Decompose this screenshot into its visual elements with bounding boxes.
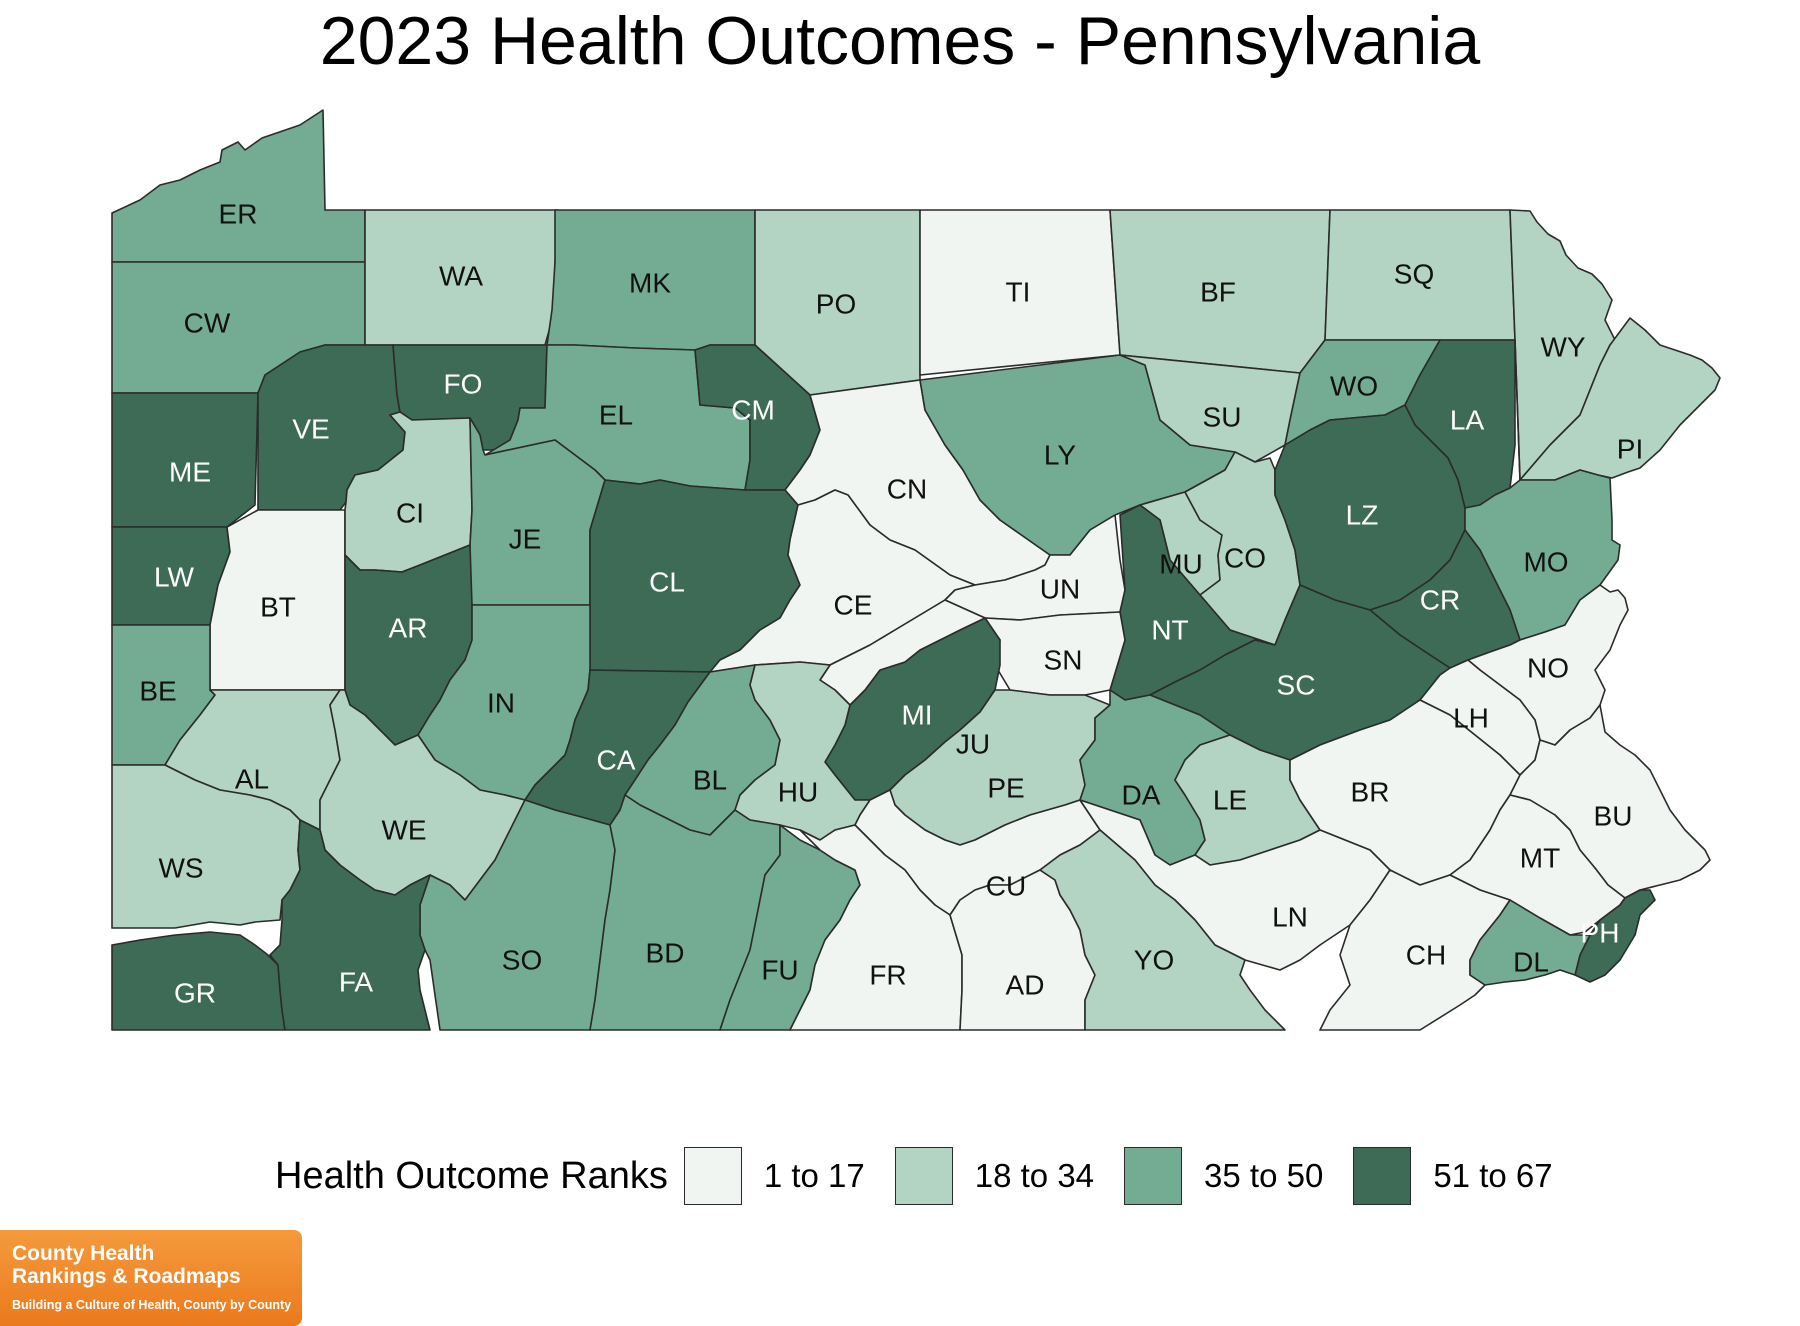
- county-label-so: SO: [502, 945, 542, 976]
- county-label-sq: SQ: [1394, 259, 1434, 290]
- county-label-ln: LN: [1272, 902, 1308, 933]
- county-label-br: BR: [1351, 777, 1390, 808]
- county-label-er: ER: [219, 199, 258, 230]
- county-label-bu: BU: [1594, 801, 1633, 832]
- county-label-bd: BD: [646, 938, 685, 969]
- county-label-bl: BL: [693, 765, 727, 796]
- county-label-un: UN: [1040, 574, 1080, 605]
- county-label-cn: CN: [887, 474, 927, 505]
- legend-item-bin-3: 35 to 50: [1124, 1147, 1323, 1205]
- county-label-ve: VE: [292, 414, 329, 445]
- county-label-hu: HU: [778, 777, 818, 808]
- county-yo: [1039, 829, 1286, 1031]
- county-dl: [1469, 899, 1591, 986]
- county-label-lw: LW: [154, 562, 194, 593]
- county-fr: [789, 824, 963, 1031]
- county-label-me: ME: [169, 457, 211, 488]
- county-label-ti: TI: [1006, 277, 1031, 308]
- legend-item-bin-1: 1 to 17: [683, 1147, 865, 1205]
- county-label-ar: AR: [389, 613, 428, 644]
- county-label-sc: SC: [1277, 670, 1316, 701]
- legend-item-bin-4: 51 to 67: [1353, 1147, 1553, 1205]
- county-label-bt: BT: [260, 592, 296, 623]
- county-label-pi: PI: [1617, 434, 1643, 465]
- county-label-ca: CA: [597, 745, 636, 776]
- county-label-yo: YO: [1134, 945, 1174, 976]
- county-label-fr: FR: [869, 960, 906, 991]
- legend-item-bin-2: 18 to 34: [894, 1147, 1095, 1205]
- county-label-mk: MK: [629, 268, 671, 299]
- county-label-fo: FO: [444, 369, 483, 400]
- legend: Health Outcome Ranks 1 to 17 18 to 34 35…: [275, 1145, 1583, 1207]
- county-label-dl: DL: [1513, 947, 1549, 978]
- county-label-da: DA: [1122, 780, 1161, 811]
- county-label-mu: MU: [1159, 549, 1203, 580]
- county-label-mo: MO: [1523, 547, 1568, 578]
- county-label-ch: CH: [1406, 940, 1446, 971]
- county-label-cw: CW: [184, 308, 231, 339]
- county-label-mt: MT: [1520, 843, 1560, 874]
- county-label-gr: GR: [174, 978, 216, 1009]
- logo-text-line1: County Health: [12, 1242, 155, 1265]
- county-label-la: LA: [1450, 405, 1485, 436]
- county-fa: [269, 819, 431, 1031]
- county-label-we: WE: [381, 815, 426, 846]
- legend-swatch: [1124, 1147, 1183, 1205]
- map-title: 2023 Health Outcomes - Pennsylvania: [319, 3, 1481, 79]
- legend-swatch: [1353, 1147, 1412, 1205]
- legend-label: 51 to 67: [1433, 1157, 1553, 1194]
- county-label-lh: LH: [1453, 703, 1489, 734]
- logo-tagline: Building a Culture of Health, County by …: [12, 1298, 292, 1312]
- county-label-pe: PE: [987, 773, 1024, 804]
- logo-text-line2: Rankings & Roadmaps: [12, 1265, 241, 1288]
- legend-swatch: [894, 1147, 953, 1205]
- legend-title: Health Outcome Ranks: [275, 1154, 668, 1197]
- legend-swatch: [683, 1147, 742, 1205]
- county-label-be: BE: [139, 676, 176, 707]
- county-label-fu: FU: [761, 955, 798, 986]
- county-label-ws: WS: [158, 853, 203, 884]
- county-label-cl: CL: [649, 567, 685, 598]
- county-label-wy: WY: [1540, 332, 1585, 363]
- county-ph: [1574, 889, 1656, 983]
- county-label-je: JE: [509, 524, 542, 555]
- county-label-cm: CM: [731, 395, 775, 426]
- legend-label: 35 to 50: [1204, 1157, 1324, 1194]
- county-er: [111, 109, 366, 263]
- county-label-cu: CU: [986, 871, 1026, 902]
- county-label-po: PO: [816, 289, 856, 320]
- county-label-nt: NT: [1151, 615, 1188, 646]
- county-label-al: AL: [235, 764, 269, 795]
- county-label-el: EL: [599, 400, 633, 431]
- county-label-ci: CI: [396, 498, 424, 529]
- county-label-in: IN: [487, 688, 515, 719]
- county-ch: [1319, 869, 1511, 1031]
- county-ju: [819, 599, 986, 706]
- county-label-wo: WO: [1330, 371, 1378, 402]
- county-label-co: CO: [1224, 543, 1266, 574]
- county-label-no: NO: [1527, 653, 1569, 684]
- county-label-ce: CE: [834, 590, 873, 621]
- county-label-ad: AD: [1006, 970, 1045, 1001]
- county-label-lz: LZ: [1346, 500, 1379, 531]
- county-label-bf: BF: [1200, 277, 1236, 308]
- county-label-su: SU: [1203, 402, 1242, 433]
- legend-label: 18 to 34: [974, 1157, 1095, 1194]
- county-label-sn: SN: [1044, 645, 1083, 676]
- county-label-ph: PH: [1581, 918, 1620, 949]
- county-label-mi: MI: [901, 700, 932, 731]
- county-label-wa: WA: [439, 261, 483, 292]
- county-label-le: LE: [1213, 785, 1247, 816]
- county-health-rankings-logo: County Health Rankings & Roadmaps Buildi…: [0, 1230, 302, 1326]
- county-label-cr: CR: [1420, 585, 1460, 616]
- county-mt: [1449, 794, 1626, 936]
- county-label-ju: JU: [956, 729, 990, 760]
- county-me: [111, 392, 259, 528]
- county-label-fa: FA: [339, 967, 374, 998]
- county-label-ly: LY: [1044, 440, 1076, 471]
- legend-label: 1 to 17: [763, 1157, 865, 1194]
